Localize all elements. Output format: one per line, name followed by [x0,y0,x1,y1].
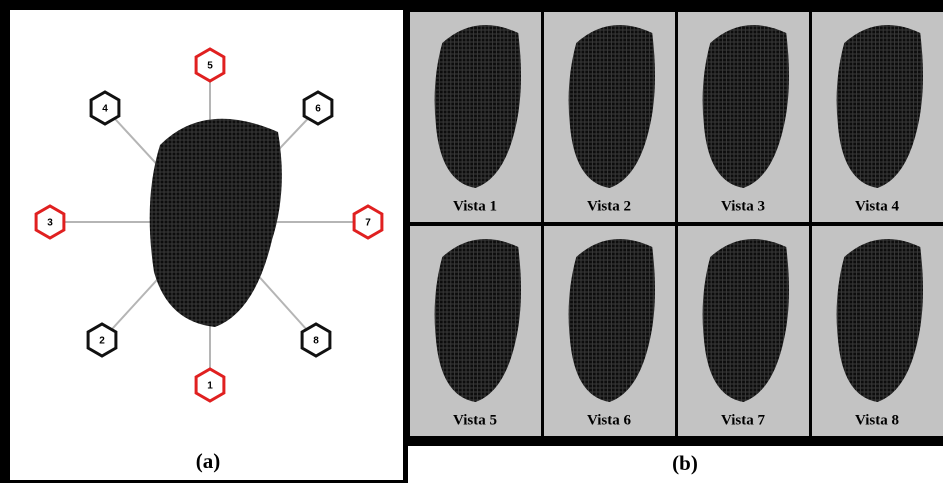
view-number: 8 [313,336,319,347]
view-label: Vista 2 [587,198,631,214]
view-number: 1 [207,381,213,392]
view-label: Vista 5 [453,412,497,428]
panel-label: (b) [672,451,698,475]
view-label: Vista 3 [721,198,765,214]
figure: 1 2 3 4 5 6 7 8 (a) Vista 1 Vista 2 Vista 3 Vista … [0,0,943,483]
view-label: Vista 1 [453,198,497,214]
view-label: Vista 4 [855,198,900,214]
view-label: Vista 7 [721,412,766,428]
view-label: Vista 8 [855,412,899,428]
view-number: 3 [47,218,53,229]
view-label: Vista 6 [587,412,632,428]
view-number: 6 [315,104,321,115]
view-number: 2 [99,336,105,347]
panel-label: (a) [196,449,221,473]
view-number: 4 [102,104,108,115]
view-number: 7 [365,218,371,229]
view-number: 5 [207,61,213,72]
